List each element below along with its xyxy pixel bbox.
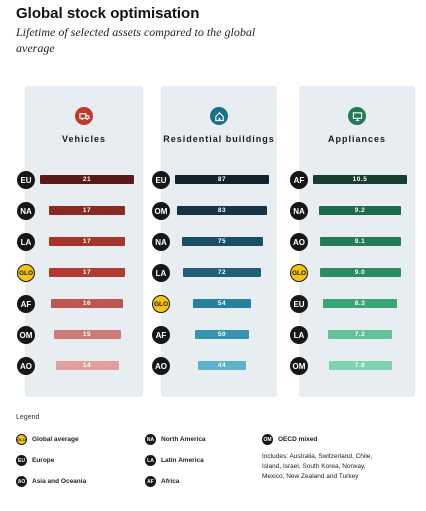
- bar-glo: 17: [49, 268, 125, 277]
- bar-af: 16: [51, 299, 123, 308]
- legend-badge: AO: [16, 476, 27, 487]
- bar-eu: 8.3: [323, 299, 397, 308]
- bar-af: 50: [195, 330, 249, 339]
- bar-value-label: 10.5: [352, 176, 368, 183]
- legend-badge: LA: [145, 455, 156, 466]
- bar-value-label: 21: [82, 176, 92, 183]
- legend-label: Europe: [32, 457, 55, 464]
- region-badge-om: OM: [152, 202, 170, 220]
- region-badge-na: NA: [17, 202, 35, 220]
- bar-value-label: 15: [82, 331, 92, 338]
- legend-item-af: AF Africa: [145, 476, 179, 487]
- bar-na: 9.2: [319, 206, 401, 215]
- bar-af: 10.5: [313, 175, 407, 184]
- page-title: Global stock optimisation: [16, 5, 200, 22]
- bar-value-label: 16: [82, 300, 92, 307]
- legend-item-eu: EU Europe: [16, 455, 54, 466]
- region-badge-glo: GLO: [152, 295, 170, 313]
- legend-badge: AF: [145, 476, 156, 487]
- region-badge-na: NA: [290, 202, 308, 220]
- bar-value-label: 17: [82, 238, 92, 245]
- bar-om: 7.0: [328, 361, 392, 370]
- bar-la: 17: [49, 237, 125, 246]
- legend-item-ao: AO Asia and Oceania: [16, 476, 86, 487]
- region-badge-om: OM: [290, 357, 308, 375]
- truck-icon: [75, 107, 93, 125]
- region-badge-eu: EU: [17, 171, 35, 189]
- legend-label: Asia and Oceania: [32, 478, 87, 485]
- house-icon: [210, 107, 228, 125]
- legend-badge: GLO: [16, 434, 27, 445]
- bar-value-label: 44: [217, 362, 227, 369]
- region-badge-la: LA: [290, 326, 308, 344]
- region-badge-la: LA: [17, 233, 35, 251]
- bar-ao: 9.1: [319, 237, 401, 246]
- region-badge-af: AF: [152, 326, 170, 344]
- region-badge-la: LA: [152, 264, 170, 282]
- bar-value-label: 9.0: [354, 269, 366, 276]
- chart-title: Vehicles: [61, 134, 107, 144]
- bar-value-label: 54: [217, 300, 227, 307]
- bar-na: 17: [49, 206, 125, 215]
- bar-value-label: 7.0: [354, 362, 366, 369]
- legend-badge: EU: [16, 455, 27, 466]
- bar-value-label: 9.1: [354, 238, 366, 245]
- region-badge-na: NA: [152, 233, 170, 251]
- legend-item-na: NA North America: [145, 434, 206, 445]
- region-badge-eu: EU: [290, 295, 308, 313]
- bar-eu: 87: [175, 175, 269, 184]
- legend-item-om: OM OECD mixed: [262, 434, 317, 445]
- monitor-icon: [348, 107, 366, 125]
- legend-label: North America: [161, 436, 206, 443]
- legend-label: Africa: [161, 478, 180, 485]
- bar-value-label: 72: [217, 269, 227, 276]
- region-badge-eu: EU: [152, 171, 170, 189]
- region-badge-om: OM: [17, 326, 35, 344]
- region-badge-ao: AO: [17, 357, 35, 375]
- bar-value-label: 7.2: [354, 331, 366, 338]
- legend-label: OECD mixed: [278, 436, 318, 443]
- bar-value-label: 17: [82, 207, 92, 214]
- region-badge-ao: AO: [290, 233, 308, 251]
- bar-value-label: 17: [82, 269, 92, 276]
- bar-na: 75: [181, 237, 263, 246]
- bar-om: 15: [53, 330, 121, 339]
- chart-title: Residential buildings: [163, 134, 275, 144]
- bar-la: 7.2: [328, 330, 392, 339]
- bar-value-label: 9.2: [354, 207, 366, 214]
- legend-badge: NA: [145, 434, 156, 445]
- legend-item-glo: GLO Global average: [16, 434, 79, 445]
- bar-ao: 44: [198, 361, 246, 370]
- region-badge-af: AF: [17, 295, 35, 313]
- legend-item-la: LA Latin America: [145, 455, 204, 466]
- bar-glo: 9.0: [319, 268, 401, 277]
- bar-om: 83: [177, 206, 267, 215]
- bar-eu: 21: [40, 175, 134, 184]
- bar-glo: 54: [193, 299, 251, 308]
- bar-ao: 14: [55, 361, 119, 370]
- legend-title: Legend: [16, 414, 40, 421]
- legend-note: Includes: Australia, Switzerland, Chile,…: [262, 453, 373, 480]
- bar-la: 72: [183, 268, 261, 277]
- region-badge-glo: GLO: [17, 264, 35, 282]
- bar-value-label: 50: [217, 331, 227, 338]
- bar-value-label: 87: [217, 176, 227, 183]
- region-badge-ao: AO: [152, 357, 170, 375]
- chart-title: Appliances: [327, 134, 386, 144]
- page-subtitle: Lifetime of selected assets compared to …: [16, 25, 256, 55]
- bar-value-label: 75: [217, 238, 227, 245]
- bar-value-label: 8.3: [354, 300, 366, 307]
- region-badge-af: AF: [290, 171, 308, 189]
- legend-badge: OM: [262, 434, 273, 445]
- legend-label: Latin America: [161, 457, 204, 464]
- bar-value-label: 14: [82, 362, 92, 369]
- legend-label: Global average: [32, 436, 79, 443]
- bar-value-label: 83: [217, 207, 227, 214]
- region-badge-glo: GLO: [290, 264, 308, 282]
